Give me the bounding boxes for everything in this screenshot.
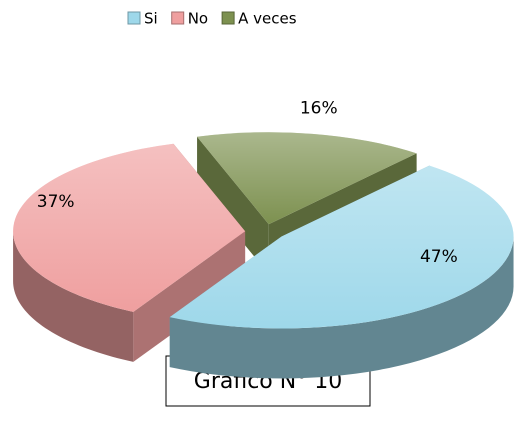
legend-swatch	[171, 11, 185, 25]
legend-swatch	[221, 11, 235, 25]
slice-highlight	[169, 165, 514, 329]
slice-side	[169, 236, 514, 379]
slice-side	[197, 136, 269, 275]
data-label: 47%	[420, 247, 458, 267]
slice-highlight	[197, 132, 417, 225]
data-label: 37%	[37, 192, 75, 212]
legend-swatch	[127, 11, 141, 25]
slice-highlight	[13, 143, 246, 312]
pie	[13, 132, 514, 379]
legend-label: No	[188, 10, 208, 28]
legend-label: A veces	[238, 10, 297, 28]
data-label: 16%	[300, 98, 338, 118]
slice-side	[133, 231, 246, 362]
slice-side	[13, 231, 134, 362]
legend-label: Si	[144, 10, 158, 28]
